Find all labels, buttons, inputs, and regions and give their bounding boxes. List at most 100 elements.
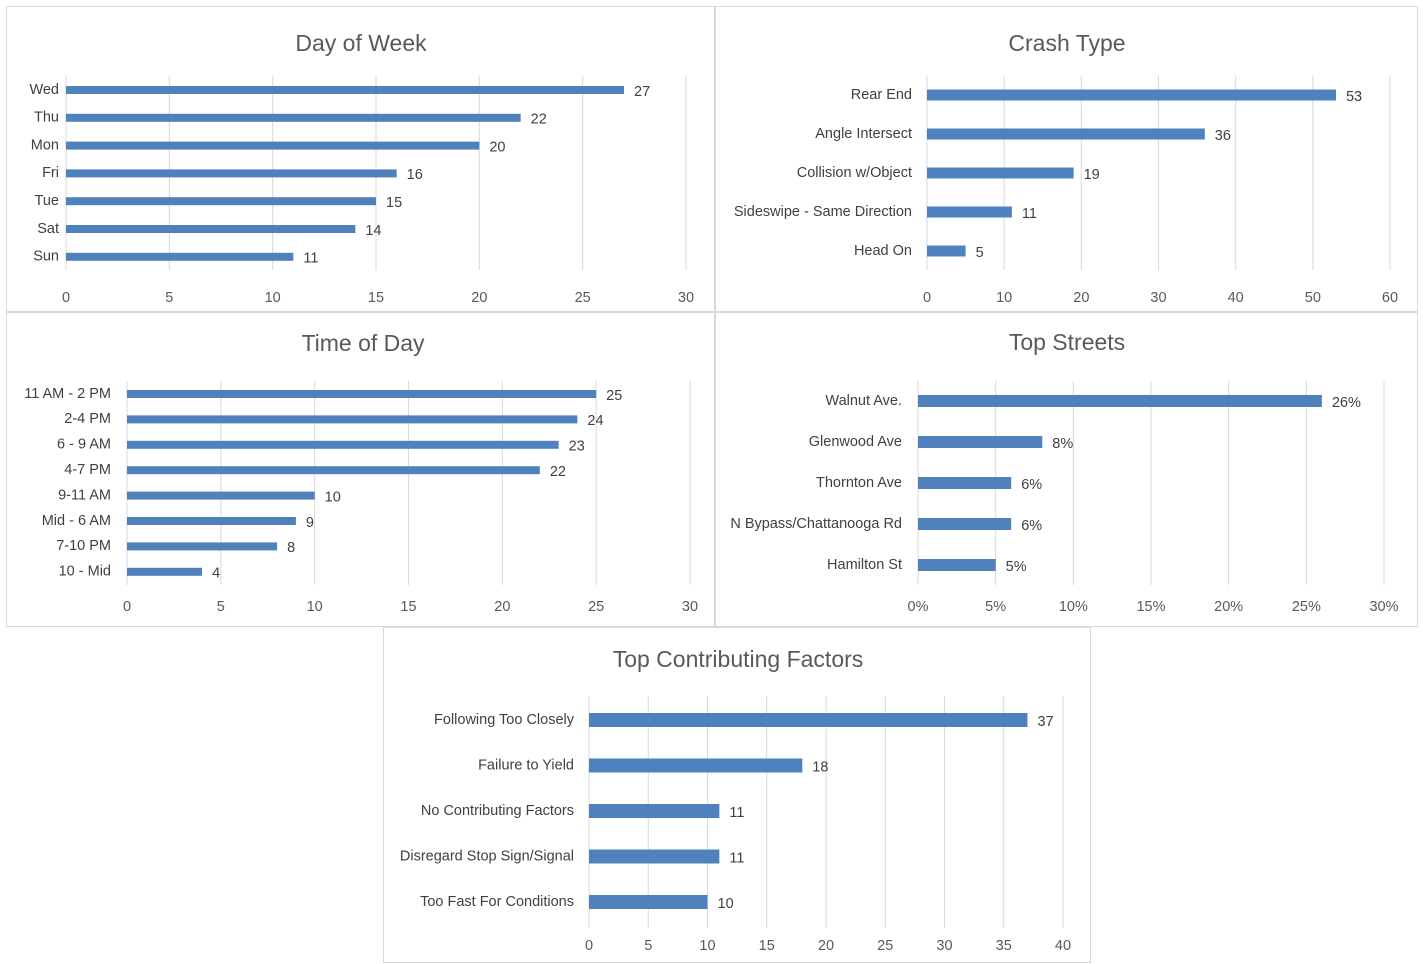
data-label: 10 <box>325 489 341 505</box>
x-tick-label: 0 <box>62 290 70 306</box>
data-label: 8 <box>287 540 295 556</box>
category-label: Thornton Ave <box>816 475 902 491</box>
x-tick-label: 15% <box>1136 599 1165 615</box>
category-label: Wed <box>29 82 59 98</box>
chart-panel-day-of-week: Day of Week 0 5 10 15 20 25 30 Wed 27 Thu 22 Mon 20 Fr… <box>6 6 715 312</box>
x-tick-label: 5 <box>644 938 652 954</box>
category-label: Disregard Stop Sign/Signal <box>400 848 574 864</box>
category-label: Mid - 6 AM <box>42 513 111 529</box>
bar <box>589 849 720 864</box>
bar <box>589 713 1028 727</box>
bar <box>66 197 376 206</box>
data-label: 11 <box>729 850 744 866</box>
chart-title: Time of Day <box>301 330 425 356</box>
category-label: 6 - 9 AM <box>57 437 111 453</box>
chart-panel-crash-type: Crash Type 0 10 20 30 40 50 60 Rear End 53 Angle I… <box>715 6 1418 312</box>
chart-time-of-day: Time of Day 0 5 10 15 20 25 30 11 AM - 2 PM 25 2-4… <box>24 330 698 615</box>
bar <box>66 252 294 261</box>
data-label: 11 <box>729 805 744 821</box>
category-label: Thu <box>34 110 59 126</box>
x-tick-label: 40 <box>1228 290 1244 306</box>
chart-top-contributing-factors: Top Contributing Factors 0 5 10 15 20 25 30 35 40… <box>400 646 1071 954</box>
bar <box>927 245 966 257</box>
x-tick-label: 10% <box>1059 599 1088 615</box>
bar <box>66 141 480 150</box>
category-label: 4-7 PM <box>64 462 111 478</box>
x-tick-label: 30% <box>1369 599 1398 615</box>
category-label: Following Too Closely <box>434 712 575 728</box>
data-label: 37 <box>1037 714 1053 730</box>
x-tick-label: 10 <box>996 290 1012 306</box>
x-tick-label: 20% <box>1214 599 1243 615</box>
chart-top-streets: Top Streets 0% 5% 10% 15% 20% 25% 30% Walnut Ave… <box>730 329 1398 615</box>
data-label: 25 <box>606 388 622 404</box>
chart-crash-type: Crash Type 0 10 20 30 40 50 60 Rear End 53 Angle I… <box>734 30 1398 306</box>
data-label: 23 <box>569 439 585 455</box>
bar <box>127 390 597 398</box>
category-label: Rear End <box>851 87 912 103</box>
x-tick-label: 10 <box>699 938 715 954</box>
category-label: Angle Intersect <box>815 126 912 142</box>
category-label: No Contributing Factors <box>421 803 574 819</box>
x-tick-label: 20 <box>494 599 510 615</box>
bar <box>66 86 624 94</box>
category-label: 2-4 PM <box>64 411 111 427</box>
x-tick-label: 20 <box>471 290 487 306</box>
category-label: Head On <box>854 243 912 259</box>
category-label: Glenwood Ave <box>809 434 902 450</box>
x-tick-label: 0 <box>923 290 931 306</box>
data-label: 11 <box>303 251 318 267</box>
bar <box>918 436 1043 448</box>
data-label: 4 <box>212 566 220 582</box>
data-label: 19 <box>1084 167 1100 183</box>
data-label: 15 <box>386 195 402 211</box>
data-label: 18 <box>812 759 828 775</box>
bar <box>127 415 578 424</box>
category-label: Mon <box>31 137 59 153</box>
bar <box>927 206 1012 218</box>
x-tick-label: 60 <box>1382 290 1398 306</box>
x-tick-label: 10 <box>307 599 323 615</box>
bar <box>927 89 1336 101</box>
x-tick-label: 20 <box>818 938 834 954</box>
data-label: 27 <box>634 84 650 100</box>
category-label: 7-10 PM <box>56 538 111 554</box>
x-tick-label: 0 <box>123 599 131 615</box>
x-tick-label: 15 <box>400 599 416 615</box>
bar <box>918 395 1322 407</box>
x-tick-label: 30 <box>1150 290 1166 306</box>
bar <box>127 517 296 525</box>
x-tick-label: 25 <box>575 290 591 306</box>
category-label: 10 - Mid <box>59 564 111 580</box>
chart-panel-time-of-day: Time of Day 0 5 10 15 20 25 30 11 AM - 2 PM 25 2-4… <box>6 312 715 627</box>
bar <box>589 758 803 773</box>
bar <box>589 804 720 818</box>
x-tick-label: 0 <box>585 938 593 954</box>
data-label: 5 <box>976 245 984 261</box>
data-label: 10 <box>718 896 734 912</box>
bar <box>918 518 1012 530</box>
bar <box>127 567 203 576</box>
data-label: 14 <box>365 223 381 239</box>
data-label: 36 <box>1215 128 1231 144</box>
bar <box>66 169 397 178</box>
bar <box>918 477 1012 489</box>
category-label: Failure to Yield <box>478 757 574 773</box>
x-tick-label: 25 <box>877 938 893 954</box>
data-label: 26% <box>1332 395 1361 411</box>
data-label: 8% <box>1052 436 1073 452</box>
category-label: Sideswipe - Same Direction <box>734 204 912 220</box>
category-label: Sun <box>33 249 59 265</box>
data-label: 22 <box>550 464 566 480</box>
bar <box>66 113 521 122</box>
bar <box>927 167 1074 179</box>
x-tick-label: 20 <box>1073 290 1089 306</box>
x-tick-label: 30 <box>678 290 694 306</box>
category-label: Hamilton St <box>827 557 902 573</box>
bar <box>66 225 356 233</box>
bar <box>127 466 540 475</box>
x-tick-label: 5 <box>165 290 173 306</box>
bar <box>127 440 559 449</box>
x-tick-label: 15 <box>759 938 775 954</box>
data-label: 6% <box>1021 477 1042 493</box>
